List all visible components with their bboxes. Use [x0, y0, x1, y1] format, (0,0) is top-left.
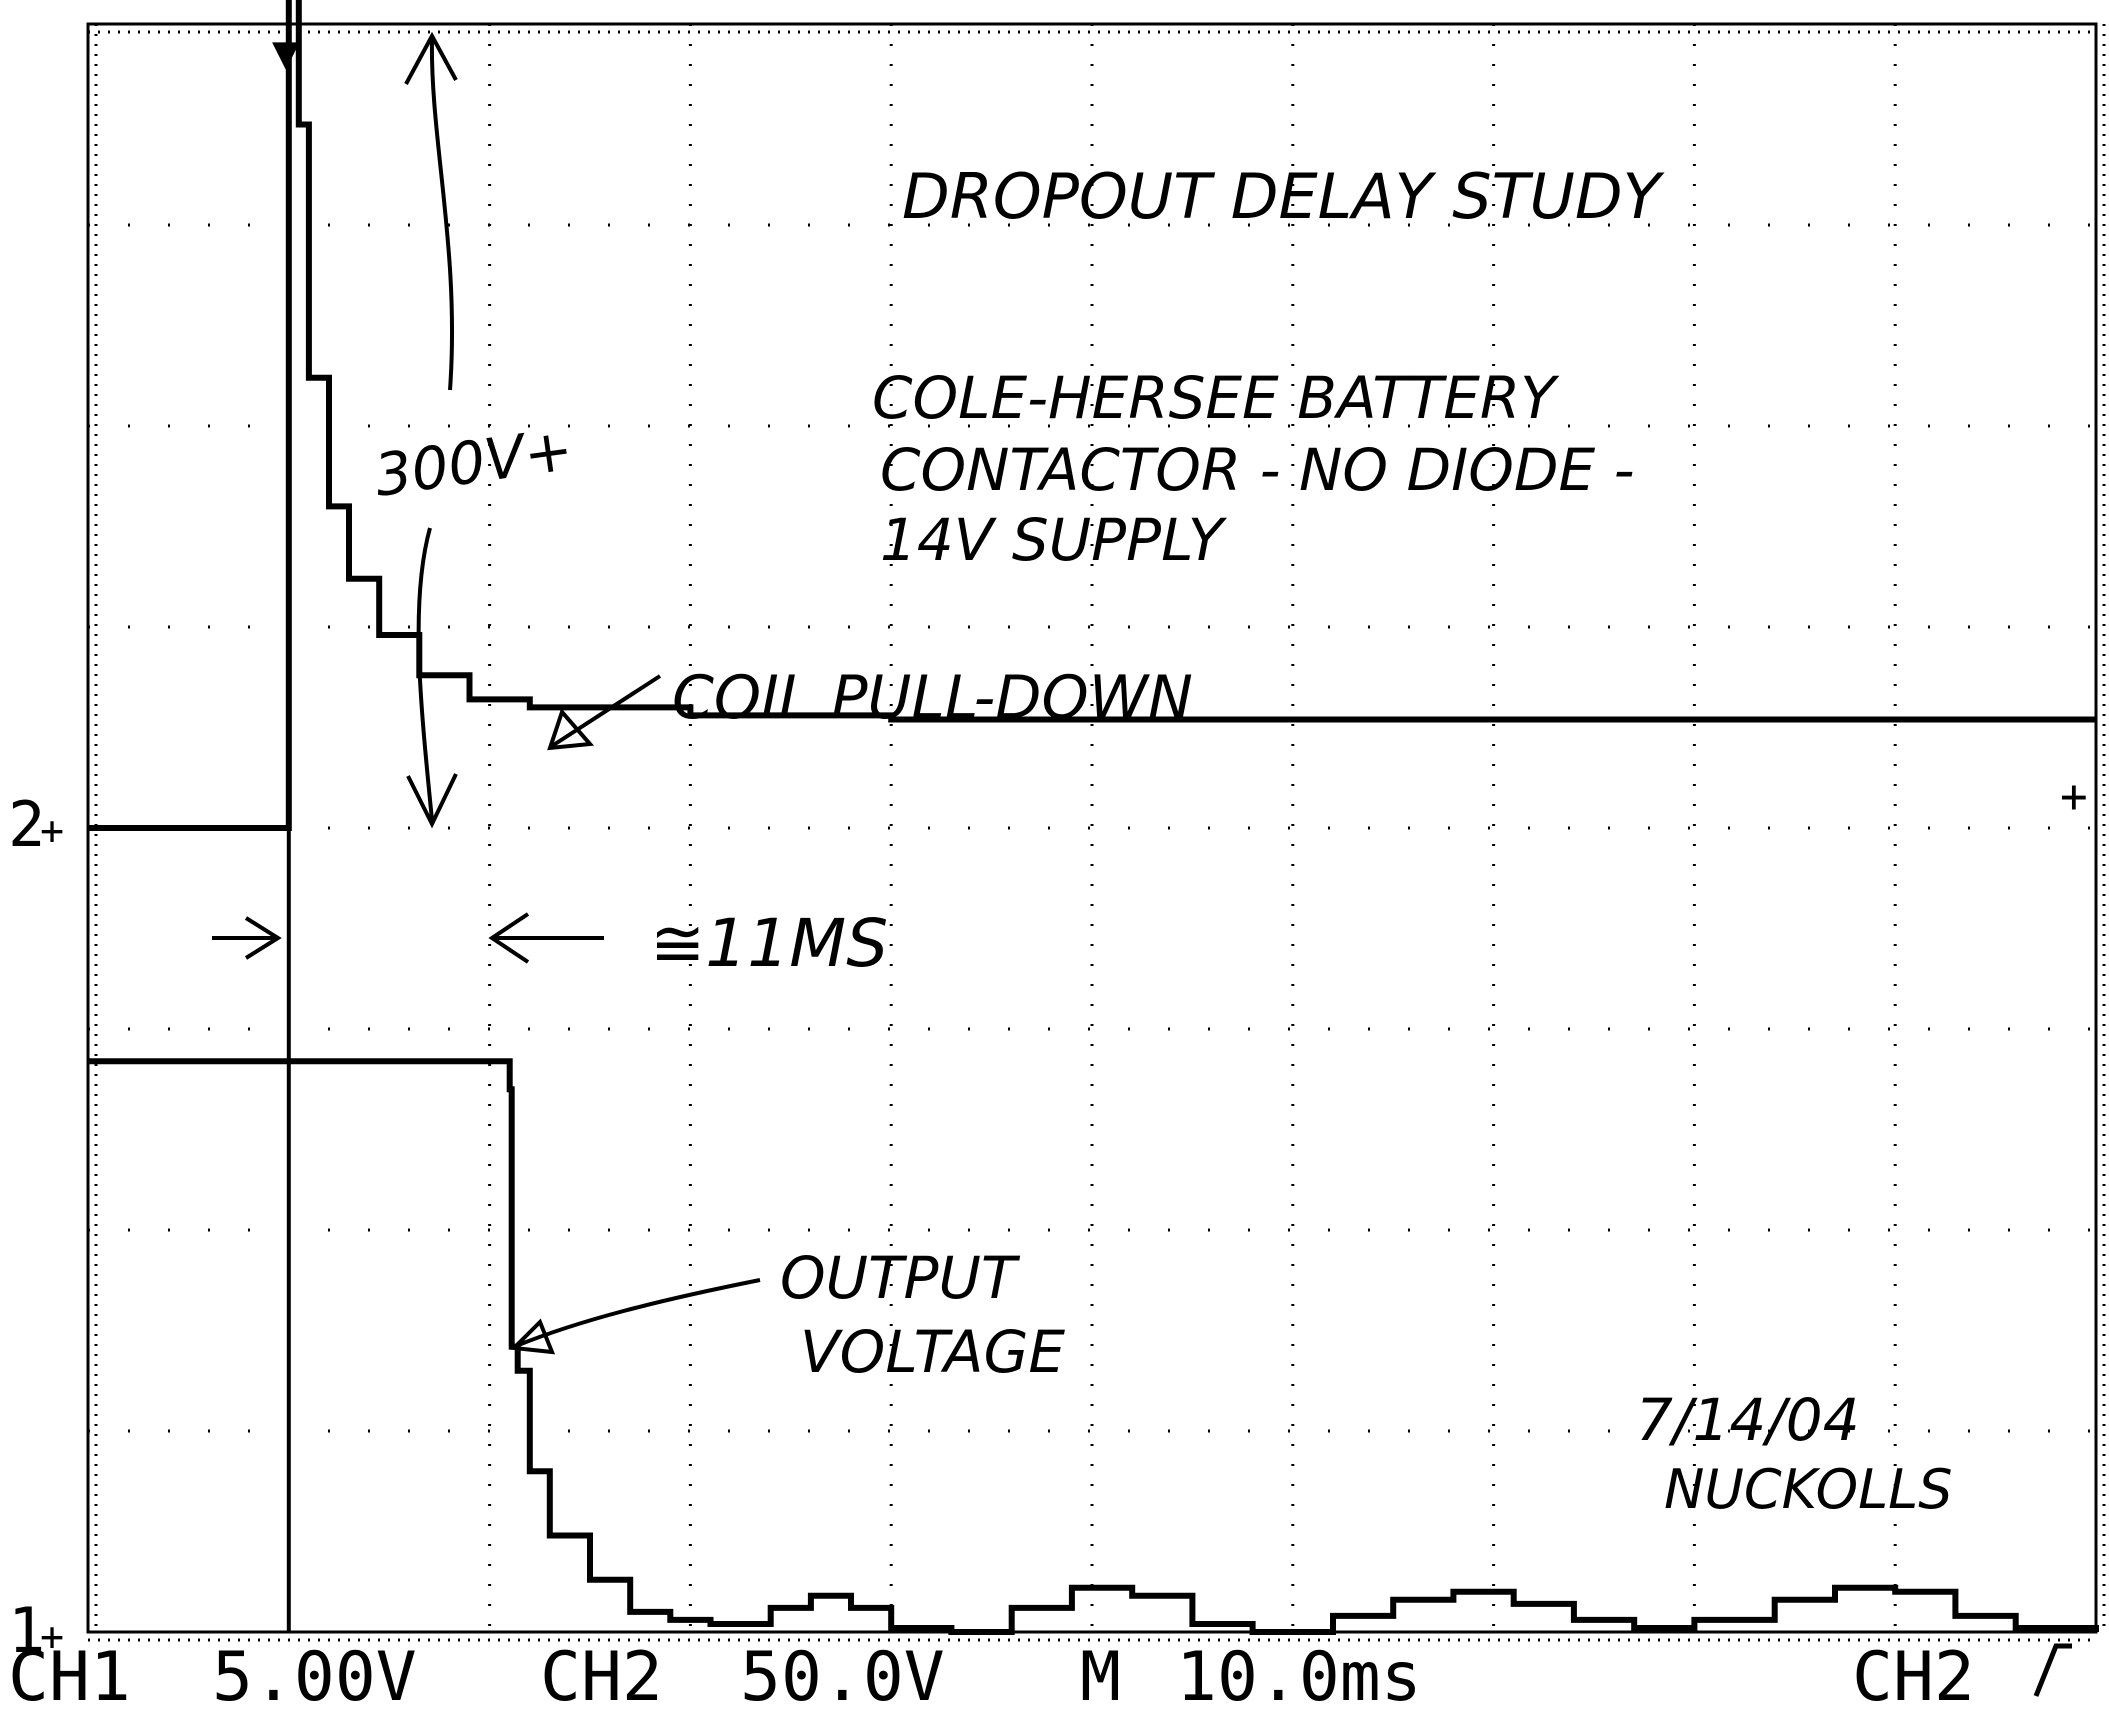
output-arrow-head	[509, 1318, 556, 1355]
trigger-position-marker: ▼	[272, 25, 300, 79]
readout-timebase: 10.0ms	[1176, 1638, 1422, 1717]
ch2-trace	[88, 0, 2096, 831]
annotation-description-line-3: 14V SUPPLY	[880, 506, 1228, 574]
annotation-title: DROPOUT DELAY STUDY	[902, 160, 1665, 233]
spike-arrow-up-head	[404, 31, 458, 85]
ch1-ground-marker-arrow: +	[40, 1614, 64, 1660]
spike-arrow-down-head	[406, 773, 458, 829]
annotation-author: NUCKOLLS	[1664, 1458, 1953, 1521]
readout-ch2: CH2	[540, 1638, 663, 1717]
ch1-ground-marker: 1	[8, 1594, 45, 1667]
ch1-trace	[88, 1058, 2099, 1635]
annotation-description-line-2: CONTACTOR - NO DIODE -	[880, 436, 1635, 504]
coil-arrow	[550, 674, 662, 748]
delay-arrow-right	[488, 912, 604, 964]
readout-trigger-source: CH2	[1852, 1638, 1975, 1717]
readout-ch1-scale: 5.00V	[212, 1638, 417, 1717]
coil-arrow-head	[547, 708, 595, 751]
readout-ch1: CH1	[8, 1638, 131, 1717]
graticule-grid	[88, 24, 2106, 1642]
annotation-output-label-line-1: OUTPUT	[780, 1244, 1021, 1312]
trigger-slope-icon	[2033, 1643, 2072, 1697]
output-arrow	[515, 1278, 761, 1348]
annotation-output-label-line-2: VOLTAGE	[800, 1318, 1065, 1386]
readout-ch2-scale: 50.0V	[740, 1638, 945, 1717]
ch2-ground-marker-arrow: +	[40, 808, 64, 854]
annotation-description-line-1: COLE-HERSEE BATTERY	[872, 364, 1560, 432]
annotation-delay-label: ≅11MS	[650, 905, 888, 982]
spike-arrow-up	[429, 37, 455, 391]
readout-timebase-label: M	[1080, 1638, 1121, 1717]
spike-arrow-down	[416, 527, 434, 821]
delay-arrow-left	[212, 916, 282, 960]
trigger-level-marker: +	[2060, 769, 2088, 823]
annotation-coil-label: COIL PULL-DOWN	[672, 663, 1193, 733]
ch2-ground-marker: 2	[8, 788, 45, 861]
annotation-spike-label: 300V+	[370, 415, 577, 510]
annotation-date: 7/14/04	[1636, 1386, 1860, 1454]
